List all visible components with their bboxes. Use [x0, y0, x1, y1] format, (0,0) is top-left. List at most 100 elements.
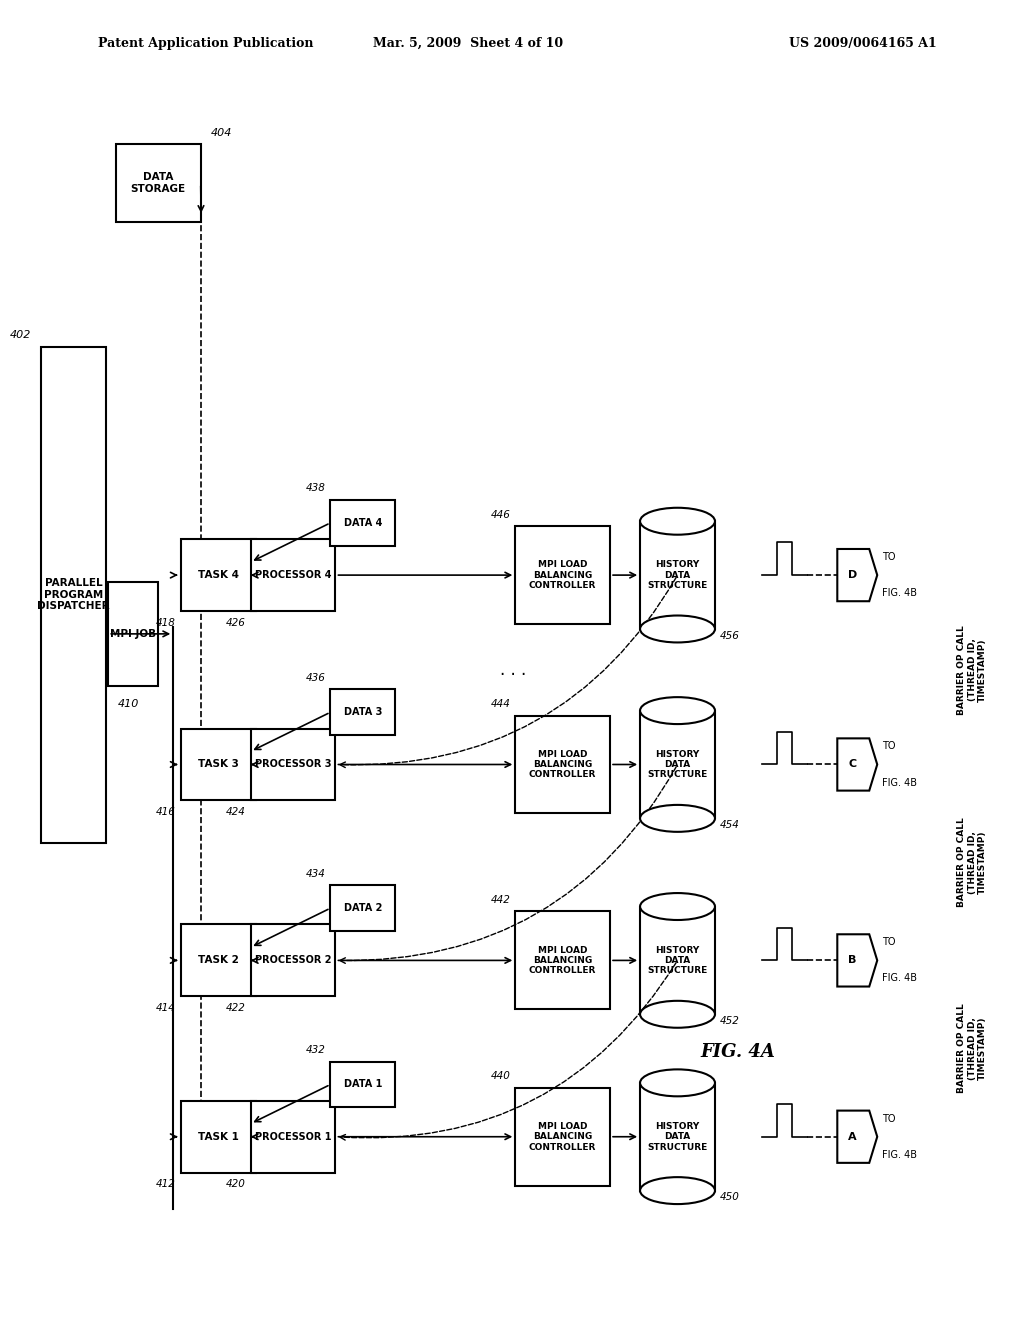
Text: 414: 414 — [156, 1003, 176, 1012]
Text: 418: 418 — [156, 618, 176, 627]
Text: HISTORY
DATA
STRUCTURE: HISTORY DATA STRUCTURE — [647, 1122, 708, 1151]
Text: BARRIER OP CALL
(THREAD ID,
TIMESTAMP): BARRIER OP CALL (THREAD ID, TIMESTAMP) — [957, 624, 987, 714]
Text: Mar. 5, 2009  Sheet 4 of 10: Mar. 5, 2009 Sheet 4 of 10 — [373, 37, 563, 50]
Text: 420: 420 — [225, 1179, 246, 1189]
Ellipse shape — [640, 805, 715, 832]
Text: B: B — [848, 956, 856, 965]
Text: MPI LOAD
BALANCING
CONTROLLER: MPI LOAD BALANCING CONTROLLER — [529, 560, 596, 590]
Bar — [640, 710, 715, 818]
Text: HISTORY
DATA
STRUCTURE: HISTORY DATA STRUCTURE — [647, 945, 708, 975]
Text: DATA
STORAGE: DATA STORAGE — [131, 173, 185, 194]
Polygon shape — [838, 935, 878, 986]
Text: 402: 402 — [9, 330, 31, 341]
Text: DATA 2: DATA 2 — [344, 903, 382, 913]
Text: 436: 436 — [305, 673, 326, 682]
Text: 440: 440 — [490, 1072, 510, 1081]
Bar — [109, 582, 159, 686]
Text: 412: 412 — [156, 1179, 176, 1189]
Ellipse shape — [640, 1001, 715, 1028]
Bar — [180, 539, 256, 611]
Text: 434: 434 — [305, 869, 326, 879]
Bar — [515, 1088, 610, 1185]
Text: 432: 432 — [305, 1045, 326, 1055]
Text: TASK 2: TASK 2 — [198, 956, 239, 965]
Text: TASK 3: TASK 3 — [198, 759, 239, 770]
Text: DATA 1: DATA 1 — [344, 1080, 382, 1089]
Text: 438: 438 — [305, 483, 326, 494]
Text: PARALLEL
PROGRAM
DISPATCHER: PARALLEL PROGRAM DISPATCHER — [37, 578, 110, 611]
Polygon shape — [838, 549, 878, 601]
Bar — [180, 924, 256, 997]
Text: MPI JOB: MPI JOB — [111, 628, 157, 639]
Bar — [331, 500, 395, 545]
Bar — [331, 886, 395, 931]
Ellipse shape — [640, 508, 715, 535]
Text: DATA 4: DATA 4 — [344, 517, 382, 528]
Text: C: C — [848, 759, 856, 770]
Text: A: A — [848, 1131, 857, 1142]
Text: TO: TO — [883, 937, 896, 948]
Text: 416: 416 — [156, 807, 176, 817]
Bar — [251, 539, 336, 611]
Text: 454: 454 — [720, 820, 739, 830]
Text: TASK 4: TASK 4 — [198, 570, 239, 579]
Text: 424: 424 — [225, 807, 246, 817]
Text: 404: 404 — [211, 128, 232, 137]
Bar — [640, 521, 715, 628]
Bar — [251, 924, 336, 997]
Text: 446: 446 — [490, 510, 510, 520]
Text: DATA 3: DATA 3 — [344, 708, 382, 717]
Text: TASK 1: TASK 1 — [198, 1131, 239, 1142]
Text: 442: 442 — [490, 895, 510, 906]
Text: FIG. 4B: FIG. 4B — [883, 777, 918, 788]
Bar — [515, 715, 610, 813]
Text: 456: 456 — [720, 631, 739, 640]
Text: 410: 410 — [118, 700, 139, 709]
Bar — [331, 689, 395, 735]
Ellipse shape — [640, 1177, 715, 1204]
Text: BARRIER OP CALL
(THREAD ID,
TIMESTAMP): BARRIER OP CALL (THREAD ID, TIMESTAMP) — [957, 817, 987, 907]
Polygon shape — [838, 738, 878, 791]
Text: MPI LOAD
BALANCING
CONTROLLER: MPI LOAD BALANCING CONTROLLER — [529, 1122, 596, 1151]
Text: 422: 422 — [225, 1003, 246, 1012]
Bar — [515, 911, 610, 1010]
Ellipse shape — [640, 894, 715, 920]
Text: BARRIER OP CALL
(THREAD ID,
TIMESTAMP): BARRIER OP CALL (THREAD ID, TIMESTAMP) — [957, 1003, 987, 1093]
Bar — [640, 907, 715, 1014]
Polygon shape — [838, 1110, 878, 1163]
Bar — [640, 1082, 715, 1191]
Text: FIG. 4B: FIG. 4B — [883, 589, 918, 598]
Text: TO: TO — [883, 552, 896, 562]
Bar — [251, 1101, 336, 1172]
Ellipse shape — [640, 615, 715, 643]
Bar — [180, 1101, 256, 1172]
Text: PROCESSOR 2: PROCESSOR 2 — [255, 956, 332, 965]
Text: MPI LOAD
BALANCING
CONTROLLER: MPI LOAD BALANCING CONTROLLER — [529, 945, 596, 975]
Text: D: D — [848, 570, 857, 579]
Text: TO: TO — [883, 742, 896, 751]
Text: MPI LOAD
BALANCING
CONTROLLER: MPI LOAD BALANCING CONTROLLER — [529, 750, 596, 779]
Text: PROCESSOR 4: PROCESSOR 4 — [255, 570, 332, 579]
Text: 450: 450 — [720, 1192, 739, 1203]
Text: . . .: . . . — [500, 661, 526, 678]
Text: FIG. 4B: FIG. 4B — [883, 1150, 918, 1160]
Text: 452: 452 — [720, 1016, 739, 1026]
Text: PROCESSOR 3: PROCESSOR 3 — [255, 759, 332, 770]
Text: US 2009/0064165 A1: US 2009/0064165 A1 — [790, 37, 937, 50]
Text: FIG. 4A: FIG. 4A — [700, 1043, 775, 1061]
Text: HISTORY
DATA
STRUCTURE: HISTORY DATA STRUCTURE — [647, 560, 708, 590]
Bar — [116, 144, 201, 223]
Bar — [180, 729, 256, 800]
Bar — [331, 1061, 395, 1107]
Text: TO: TO — [883, 1114, 896, 1123]
Bar — [41, 347, 105, 843]
Text: Patent Application Publication: Patent Application Publication — [98, 37, 313, 50]
Text: 444: 444 — [490, 700, 510, 709]
Bar — [515, 527, 610, 624]
Text: FIG. 4B: FIG. 4B — [883, 973, 918, 983]
Ellipse shape — [640, 1069, 715, 1097]
Text: HISTORY
DATA
STRUCTURE: HISTORY DATA STRUCTURE — [647, 750, 708, 779]
Ellipse shape — [640, 697, 715, 725]
Text: PROCESSOR 1: PROCESSOR 1 — [255, 1131, 332, 1142]
Text: 426: 426 — [225, 618, 246, 627]
